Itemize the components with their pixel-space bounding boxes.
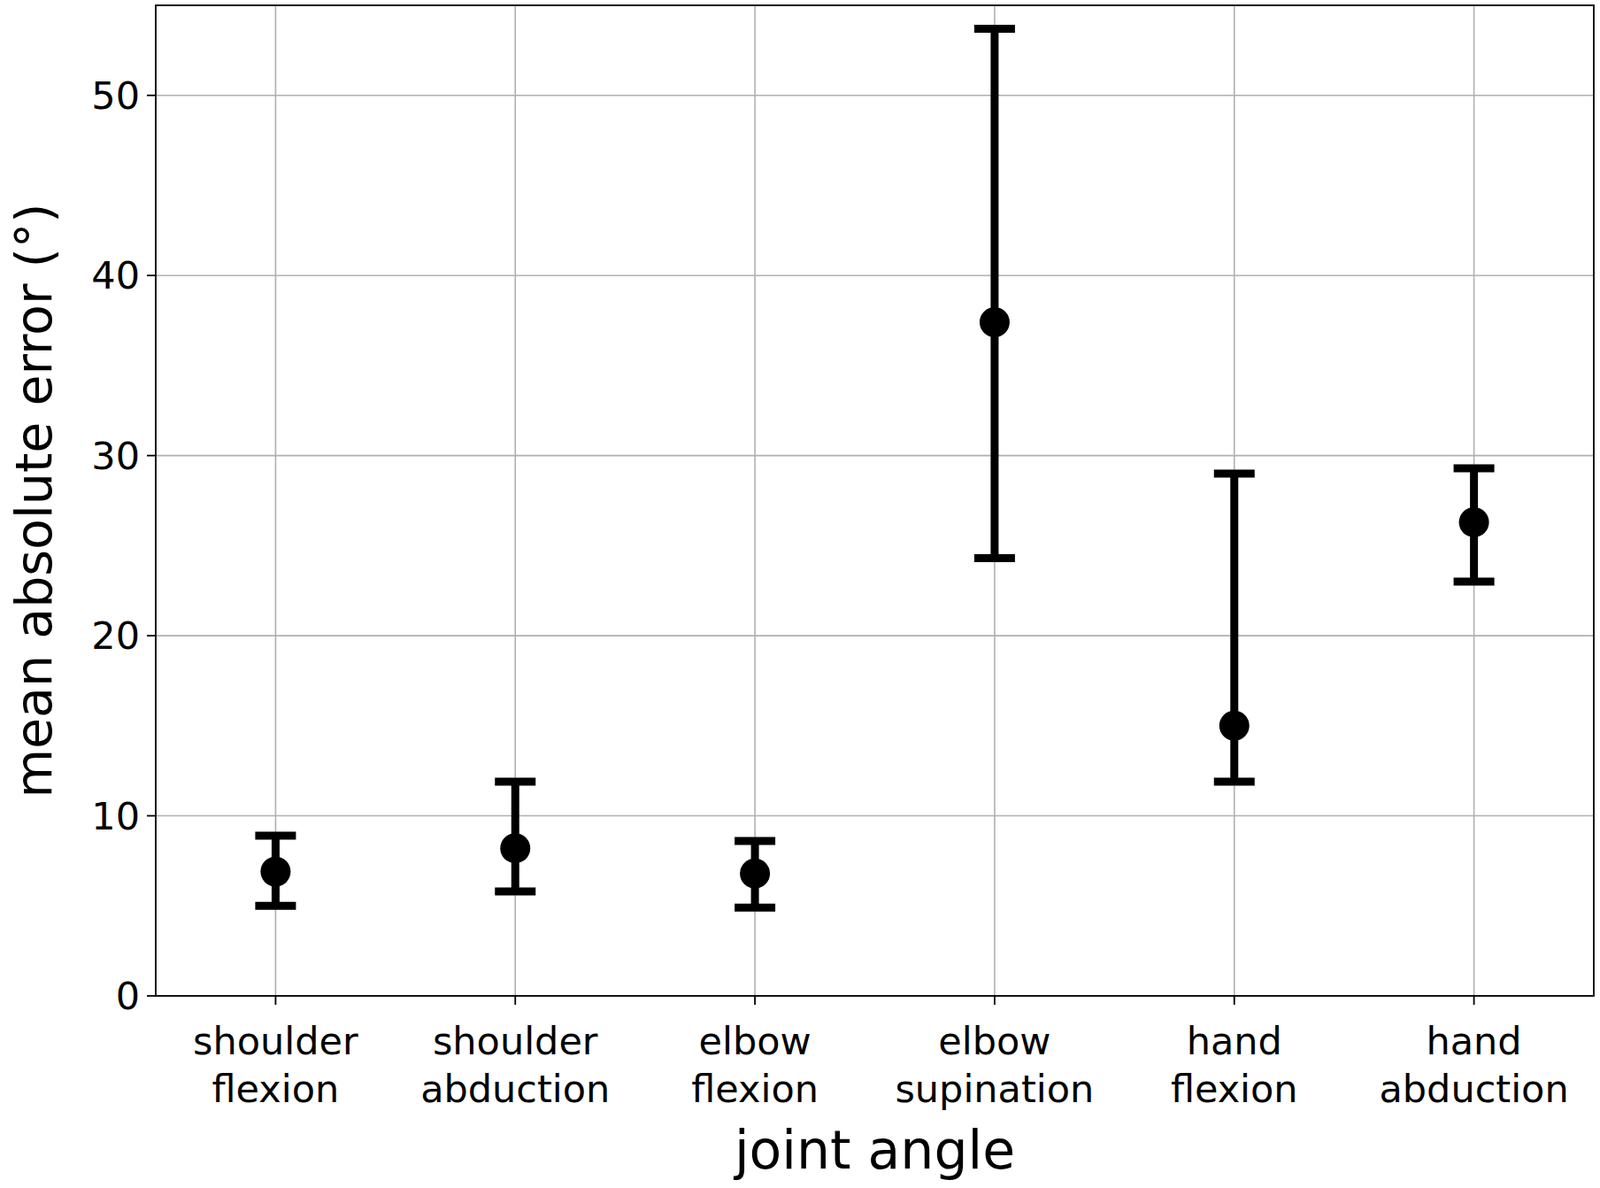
tick-label: handflexion [1170,1018,1299,1111]
tick [146,274,156,277]
x-axis-label: joint angle [732,1118,1016,1181]
point [500,832,531,863]
tick [146,634,156,637]
grid-line-x [753,5,756,996]
tick-label: 10 [91,793,140,839]
error-cap-lower [974,553,1016,562]
tick-label: 30 [91,433,140,478]
error-cap-upper [734,837,776,846]
tick [146,94,156,97]
grid-line [155,94,1594,97]
y-axis-label: mean absolute error (°) [4,202,63,798]
error-cap-upper [254,830,296,839]
grid-line-x [275,5,277,996]
tick-label: shoulderabduction [420,1018,610,1111]
tick [275,995,277,1005]
tick [1233,995,1236,1005]
error-cap-lower [494,886,536,895]
tick-label: 0 [115,973,140,1018]
tick [146,815,156,817]
grid-line-x [993,5,996,996]
grid-line-x [1473,5,1476,996]
grid-line [155,454,1594,457]
tick [1473,995,1476,1005]
error-bar [990,28,999,558]
plot-frame [155,5,1594,996]
tick-label: shoulderflexion [192,1018,359,1111]
tick-label: elbowsupination [894,1018,1094,1111]
error-cap-lower [1214,776,1255,785]
point [1459,507,1490,538]
point [1219,710,1250,741]
tick-label: elbowflexion [691,1018,819,1111]
error-cap-lower [734,903,776,912]
tick [514,995,516,1005]
error-cap-lower [254,901,296,910]
tick-label: 40 [91,253,140,298]
error-cap-upper [974,24,1016,33]
error-cap-upper [494,776,536,785]
error-cap-upper [1453,463,1495,472]
point [979,307,1010,338]
tick [146,454,156,457]
grid-line [155,815,1594,817]
tick-label: 20 [91,613,140,658]
tick-label: handabduction [1378,1018,1569,1111]
tick-label: 50 [91,73,140,118]
point [739,858,770,889]
tick [993,995,996,1005]
tick [753,995,756,1005]
grid-line [155,274,1594,277]
point [260,856,291,887]
grid-line-x [1233,5,1236,996]
tick [146,994,156,997]
error-cap-upper [1214,469,1255,477]
error-cap-lower [1453,577,1495,586]
grid-line [155,634,1594,637]
